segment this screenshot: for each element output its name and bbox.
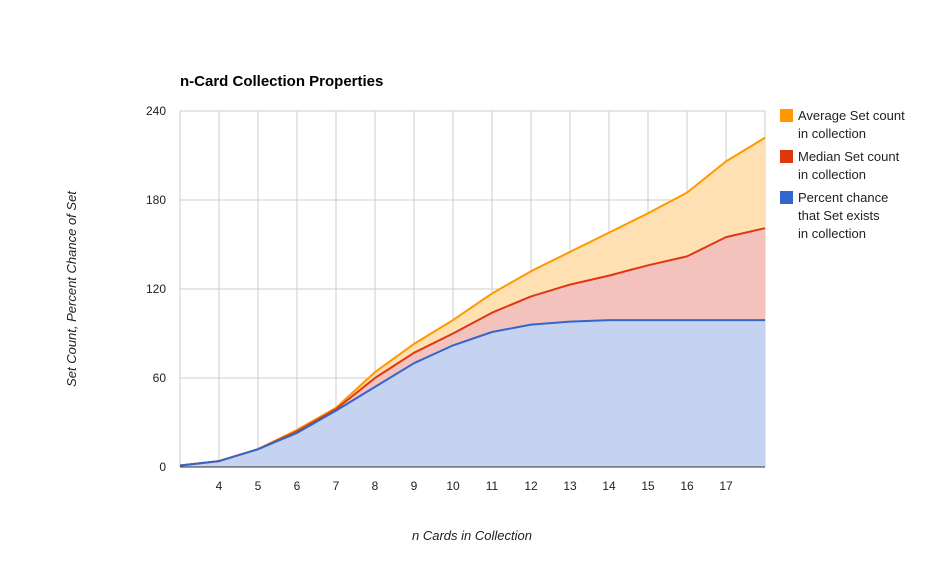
legend: Average Set count in collection Median Set…: [780, 108, 905, 241]
legend-swatch: [780, 191, 793, 204]
area-series-2: [180, 320, 765, 467]
y-tick-label: 0: [159, 460, 166, 474]
x-tick-label: 6: [294, 479, 301, 493]
y-axis-title: Set Count, Percent Chance of Set: [64, 190, 79, 387]
x-axis-title: n Cards in Collection: [412, 528, 532, 543]
x-tick-label: 10: [446, 479, 460, 493]
x-tick-labels: 4 5 6 7 8 9 10 11 12 13 14 15 16 17: [216, 479, 733, 493]
y-tick-labels: 0 60 120 180 240: [146, 104, 166, 474]
x-tick-label: 15: [641, 479, 655, 493]
legend-label: Median Set count in collection: [798, 149, 900, 182]
x-tick-label: 12: [524, 479, 538, 493]
legend-swatch: [780, 150, 793, 163]
y-tick-label: 120: [146, 282, 166, 296]
y-tick-label: 240: [146, 104, 166, 118]
series-lines: [179, 136, 766, 467]
y-tick-label: 60: [153, 371, 167, 385]
x-tick-label: 17: [719, 479, 733, 493]
x-tick-label: 13: [563, 479, 577, 493]
series-areas: [180, 137, 765, 467]
x-tick-label: 8: [372, 479, 379, 493]
x-tick-label: 5: [255, 479, 262, 493]
chart-title: n-Card Collection Properties: [180, 73, 383, 90]
x-tick-label: 14: [602, 479, 616, 493]
y-tick-label: 180: [146, 193, 166, 207]
x-tick-label: 4: [216, 479, 223, 493]
line-series-2: [179, 319, 765, 467]
legend-label: Average Set count in collection: [798, 108, 905, 141]
x-tick-label: 11: [486, 479, 499, 493]
x-tick-label: 16: [680, 479, 694, 493]
legend-swatch: [780, 109, 793, 122]
legend-label: Percent chance that Set exists in collecti…: [798, 190, 888, 241]
x-tick-label: 9: [411, 479, 418, 493]
x-tick-label: 7: [333, 479, 340, 493]
